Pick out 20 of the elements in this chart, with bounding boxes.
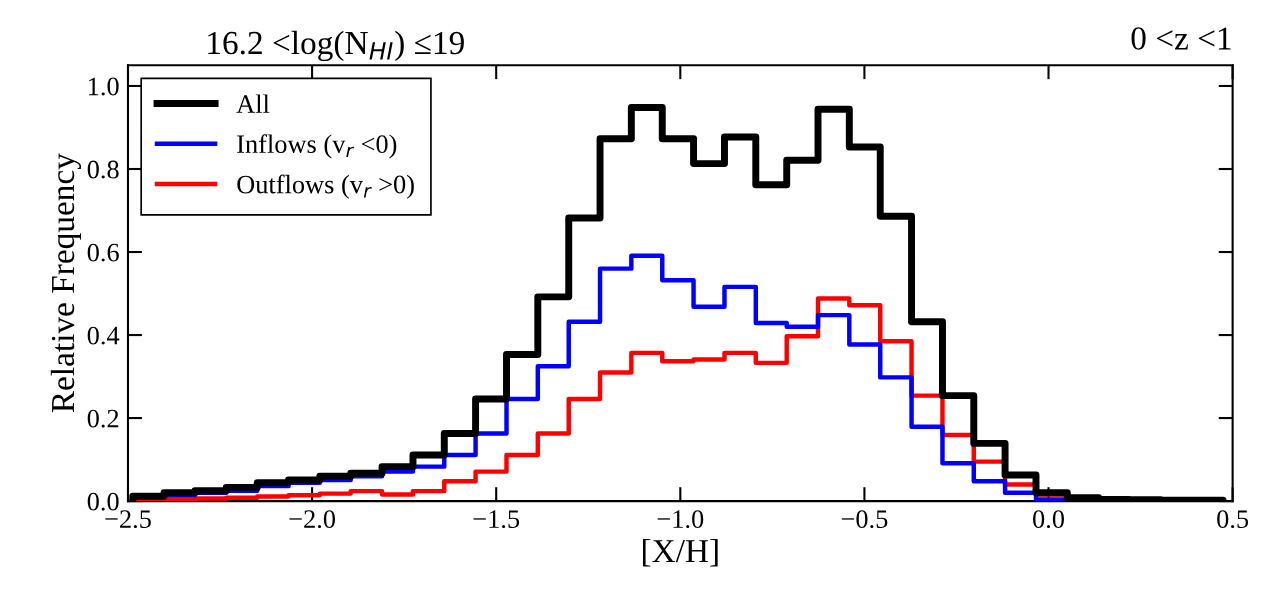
x-tick-label: 0.0 [1033,510,1065,529]
legend-label: All [236,94,270,113]
chart-title: 16.2 <log(N$_{HI}$) ≤19 [208,30,464,62]
y-tick-label: 0.6 [87,243,119,262]
y-tick-label: 0.0 [87,492,119,511]
y-tick-label: 0.2 [87,409,119,428]
x-tick-label: −2.5 [105,510,151,529]
text: 0 <z <1 [1131,27,1231,50]
y-tick-label: 1.0 [88,77,119,96]
x-tick-label: 0.5 [1217,510,1249,529]
x-tick-label: −2.0 [289,510,336,529]
x-axis-title: [X/H] [642,538,718,567]
x-tick-label: −1.0 [657,510,704,529]
y-tick-label: 0.8 [87,160,119,179]
legend-label: Inflows (v$_{r}$ <0) [237,134,397,159]
x-tick-label: −0.5 [841,510,888,529]
y-tick-label: 0.4 [87,326,120,345]
legend-label: Outflows (v$_{r}$ >0) [237,174,414,199]
x-tick-label: −1.5 [473,510,520,529]
y-axis-title: Relative Frequency [50,153,82,413]
